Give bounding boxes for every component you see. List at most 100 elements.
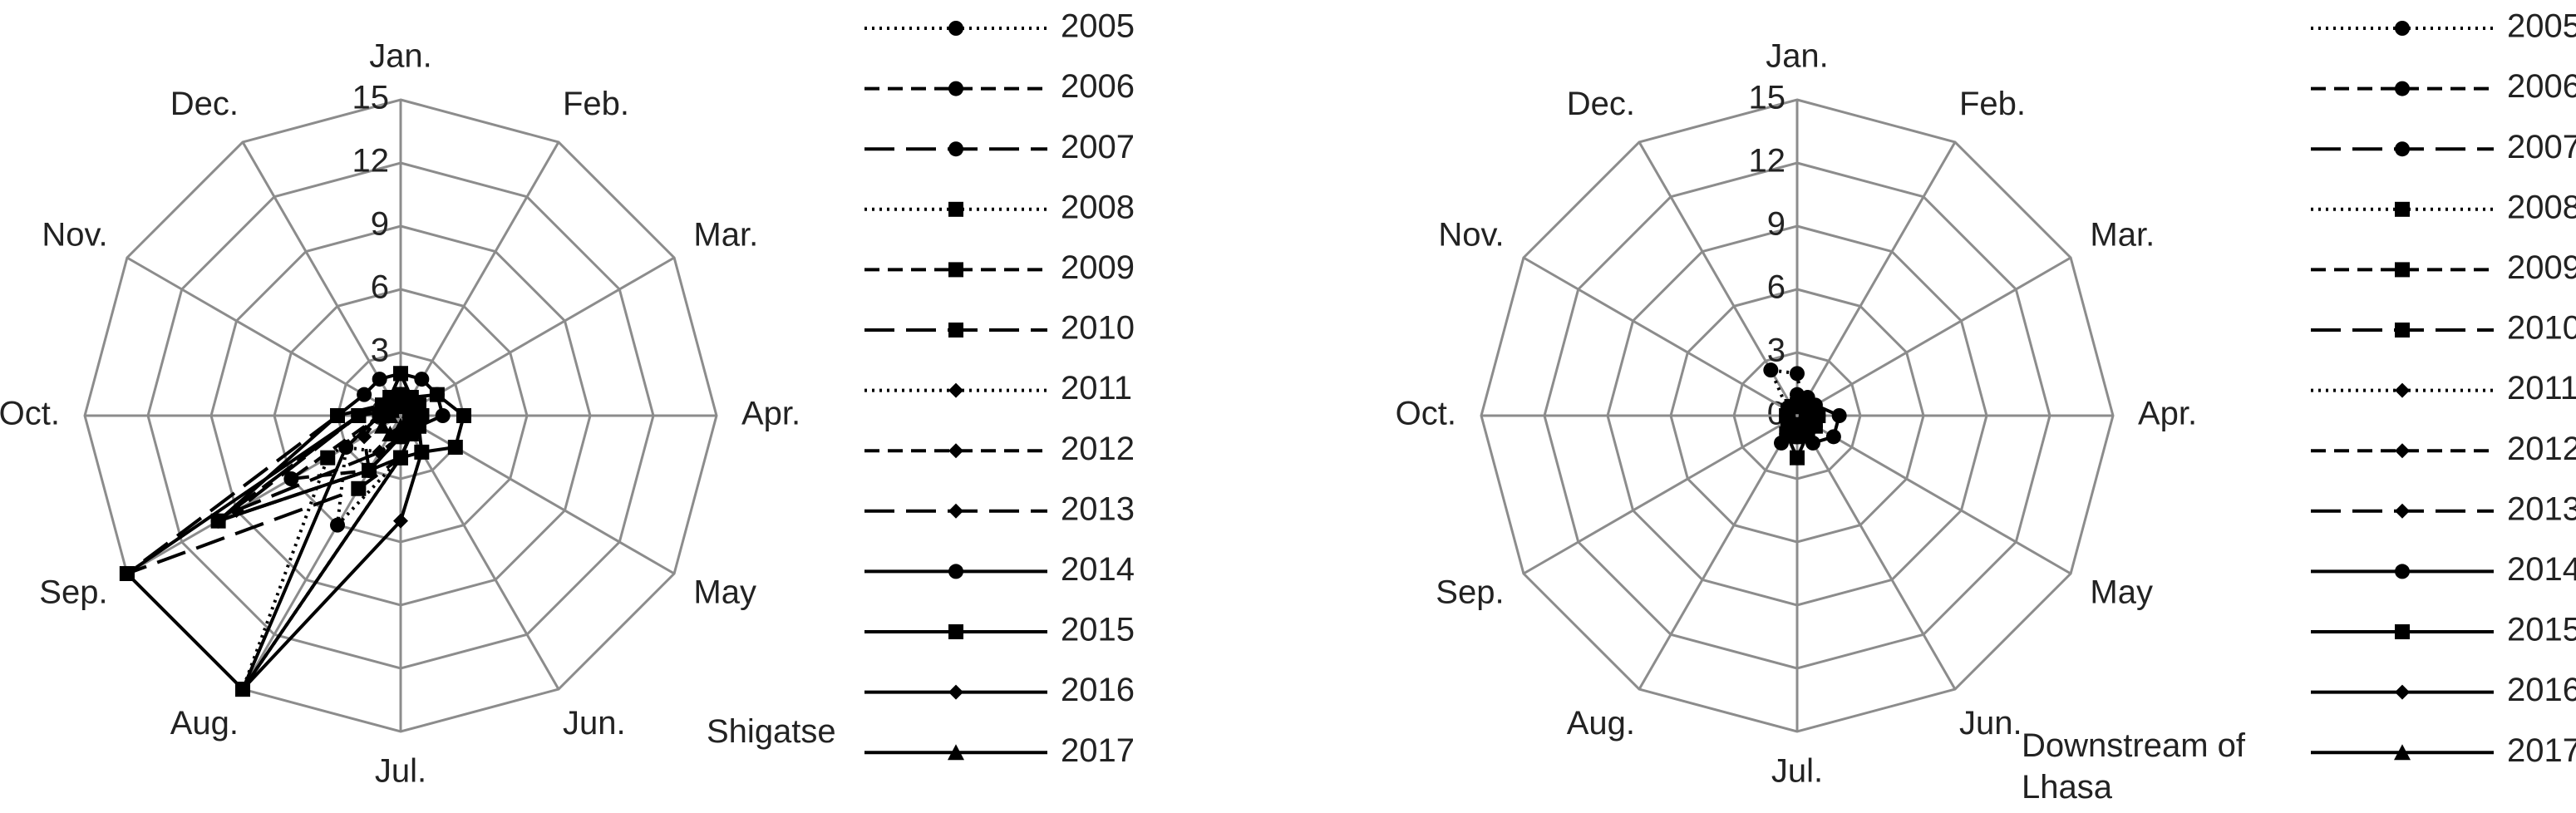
- category-label: Oct.: [0, 396, 60, 432]
- marker: [393, 513, 408, 529]
- r-tick-label: 3: [371, 333, 389, 369]
- marker: [2395, 564, 2410, 579]
- spoke: [400, 256, 675, 417]
- marker: [2395, 684, 2410, 700]
- marker: [330, 408, 345, 423]
- marker: [1810, 408, 1826, 423]
- legend-label: 2013: [2507, 490, 2576, 527]
- spoke: [1795, 141, 1957, 416]
- legend-label: 2016: [1061, 672, 1135, 708]
- r-tick-label: 12: [1749, 143, 1786, 180]
- marker: [2395, 443, 2410, 459]
- spoke: [1796, 256, 2071, 417]
- marker: [1790, 366, 1805, 382]
- marker: [351, 408, 367, 423]
- legend-label: 2007: [1061, 129, 1135, 165]
- marker: [210, 513, 226, 529]
- marker: [357, 387, 372, 402]
- spoke: [241, 415, 402, 690]
- r-tick-label: 6: [371, 269, 389, 306]
- legend-label: 2015: [1061, 612, 1135, 648]
- marker: [2395, 81, 2410, 96]
- marker: [2395, 141, 2410, 157]
- marker: [948, 443, 963, 459]
- category-label: Nov.: [42, 217, 107, 254]
- category-label: Mar.: [693, 217, 758, 254]
- marker: [2395, 201, 2410, 217]
- marker: [1807, 418, 1823, 434]
- category-label: Aug.: [1567, 705, 1635, 742]
- marker: [372, 408, 387, 423]
- annotation: Downstream of Lhasa: [2022, 727, 2245, 806]
- marker: [320, 450, 336, 466]
- marker: [1790, 450, 1805, 466]
- legend-label: 2008: [2507, 189, 2576, 225]
- category-label: Sep.: [1436, 574, 1504, 611]
- marker: [387, 398, 404, 415]
- category-label: Nov.: [1438, 217, 1504, 254]
- category-label: Apr.: [741, 396, 800, 432]
- category-label: Jun.: [1959, 705, 2022, 742]
- category-label: Jan.: [1766, 38, 1829, 75]
- marker: [948, 141, 963, 157]
- legend-label: 2011: [1061, 370, 1132, 406]
- r-tick-label: 9: [1767, 206, 1785, 243]
- r-tick-label: 12: [352, 143, 390, 180]
- category-label: Jul.: [1771, 753, 1823, 790]
- r-tick-label: 9: [371, 206, 389, 243]
- category-label: Apr.: [2138, 396, 2197, 432]
- marker: [414, 444, 430, 460]
- marker: [374, 417, 392, 434]
- legend-label: 2006: [2507, 68, 2576, 105]
- legend-label: 2011: [2507, 370, 2576, 406]
- marker: [235, 682, 250, 697]
- legend-label: 2015: [2507, 612, 2576, 648]
- legend-label: 2010: [1061, 310, 1135, 347]
- spoke: [1796, 414, 2071, 575]
- legend-label: 2006: [1061, 68, 1135, 105]
- spoke: [399, 415, 560, 690]
- spoke: [1795, 415, 1957, 690]
- marker: [948, 21, 963, 36]
- marker: [2395, 262, 2410, 278]
- category-label: Jun.: [563, 705, 626, 742]
- legend-label: 2005: [1061, 8, 1135, 45]
- marker: [411, 397, 426, 413]
- marker: [948, 684, 963, 700]
- category-label: Mar.: [2090, 217, 2155, 254]
- marker: [372, 372, 387, 387]
- marker: [330, 517, 345, 533]
- r-tick-label: 15: [352, 80, 390, 116]
- marker: [447, 440, 463, 455]
- marker: [948, 503, 963, 519]
- legend-label: 2017: [2507, 732, 2576, 769]
- category-label: Dec.: [170, 86, 239, 122]
- category-label: Feb.: [563, 86, 629, 122]
- category-label: Oct.: [1396, 396, 1456, 432]
- category-label: Aug.: [170, 705, 239, 742]
- marker: [375, 397, 391, 413]
- spoke: [399, 141, 560, 416]
- marker: [948, 81, 963, 96]
- legend-label: 2013: [1061, 490, 1135, 527]
- marker: [2394, 744, 2411, 761]
- category-label: Dec.: [1567, 86, 1635, 122]
- legend-label: 2014: [1061, 551, 1135, 588]
- marker: [2395, 503, 2410, 519]
- marker: [393, 387, 408, 402]
- marker: [362, 462, 377, 478]
- spoke: [1638, 415, 1799, 690]
- marker: [435, 408, 451, 423]
- spoke: [1523, 256, 1798, 417]
- r-tick-label: 3: [1767, 333, 1785, 369]
- marker: [1763, 362, 1779, 378]
- marker: [393, 450, 408, 466]
- legend-label: 2009: [2507, 249, 2576, 286]
- marker: [1831, 408, 1847, 423]
- category-label: Jan.: [369, 38, 432, 75]
- marker: [1783, 398, 1800, 415]
- marker: [2395, 323, 2410, 338]
- r-tick-label: 15: [1749, 80, 1786, 116]
- legend-label: 2016: [2507, 672, 2576, 708]
